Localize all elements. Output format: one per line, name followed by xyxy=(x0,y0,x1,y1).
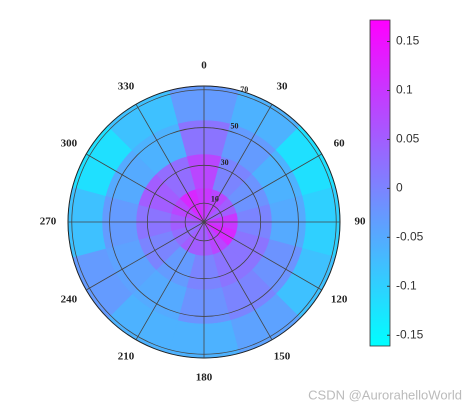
colorbar-tick-label: -0.05 xyxy=(396,230,424,244)
r-tick-label: 70 xyxy=(240,85,248,94)
spoke xyxy=(135,221,205,340)
theta-tick-label: 180 xyxy=(196,372,213,384)
colorbar-tick-label: -0.1 xyxy=(396,278,417,292)
r-tick-label: 50 xyxy=(230,122,238,131)
colorbar-tick-label: 0 xyxy=(396,181,403,195)
colorbar-tick-label: 0.05 xyxy=(396,132,420,146)
r-tick-label: 30 xyxy=(221,158,229,167)
spoke xyxy=(86,221,205,291)
theta-tick-label: 240 xyxy=(61,294,78,306)
colorbar-tick-label: -0.15 xyxy=(396,327,424,341)
theta-tick-label: 300 xyxy=(61,138,78,150)
theta-tick-label: 120 xyxy=(331,294,348,306)
theta-tick-label: 270 xyxy=(40,216,57,228)
r-tick-label: 10 xyxy=(211,195,219,204)
theta-tick-label: 60 xyxy=(334,138,346,150)
spoke xyxy=(86,153,205,223)
spoke xyxy=(203,153,322,223)
colorbar xyxy=(369,19,391,347)
theta-tick-label: 330 xyxy=(118,80,135,92)
spoke xyxy=(203,104,273,223)
watermark: CSDN @AurorahelloWorld xyxy=(308,387,462,402)
theta-tick-label: 0 xyxy=(201,60,207,72)
theta-tick-label: 150 xyxy=(274,351,291,363)
spoke xyxy=(135,104,205,223)
spoke xyxy=(203,221,273,340)
colorbar-tick-label: 0.1 xyxy=(396,83,413,97)
theta-tick-label: 90 xyxy=(355,216,367,228)
theta-tick-label: 30 xyxy=(277,80,289,92)
colorbar-tick-label: 0.15 xyxy=(396,34,420,48)
spoke xyxy=(203,221,322,291)
theta-tick-label: 210 xyxy=(118,351,135,363)
